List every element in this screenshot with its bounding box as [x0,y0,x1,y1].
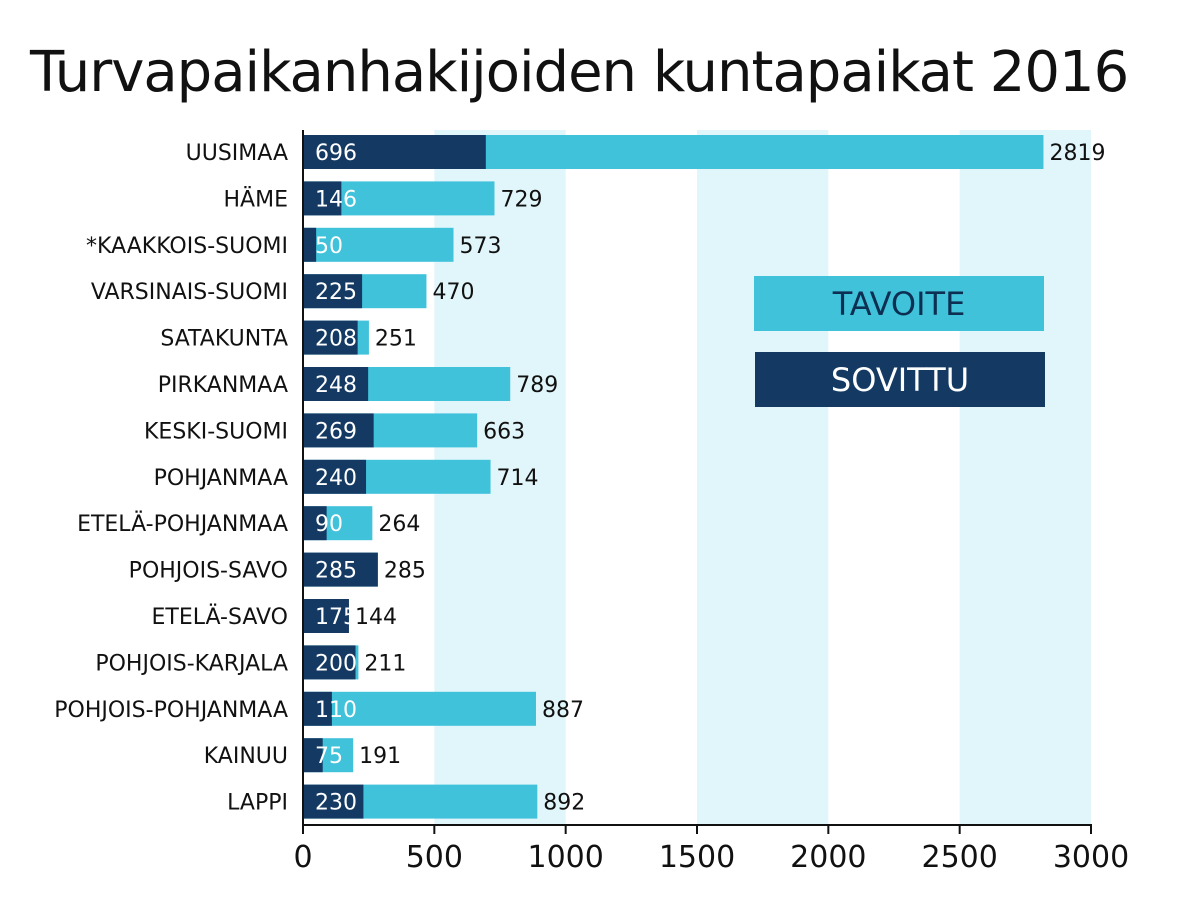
bar-tavoite-12 [303,691,536,726]
category-label: UUSIMAA [186,141,288,166]
value-sovittu-label: 285 [315,559,357,584]
value-tavoite-label: 211 [364,651,406,676]
value-sovittu-label: 200 [315,651,357,676]
category-label: SATAKUNTA [160,327,288,352]
bar-sovittu-12 [303,691,332,726]
value-tavoite-label: 663 [483,419,525,444]
value-sovittu-label: 269 [315,419,357,444]
x-tick-label: 0 [293,840,312,875]
shaded-band-2 [959,130,1091,825]
bar-sovittu-8 [303,506,327,541]
bar-sovittu-2 [303,227,317,262]
category-label: POHJOIS-SAVO [129,559,288,584]
x-tick-label: 1000 [527,840,603,875]
value-tavoite-label: 729 [500,187,542,212]
bar-sovittu-14 [303,784,364,819]
category-label: PIRKANMAA [158,373,288,398]
bar-sovittu-0 [303,135,486,169]
value-sovittu-label: 90 [315,512,343,537]
value-tavoite-label: 2819 [1049,141,1105,166]
value-sovittu-label: 110 [315,698,357,723]
x-tick-label: 500 [406,840,463,875]
bar-tavoite-2 [303,227,454,262]
bar-sovittu-13 [303,738,323,773]
value-sovittu-label: 175 [315,605,357,630]
bar-sovittu-6 [303,413,374,448]
category-label: KAINUU [204,744,288,769]
category-label: POHJOIS-KARJALA [95,651,288,676]
value-tavoite-label: 887 [542,698,584,723]
bars [303,135,1044,819]
value-tavoite-label: 573 [460,234,502,259]
bar-sovittu-1 [303,181,342,216]
bar-sovittu-11 [303,645,356,680]
category-label: POHJANMAA [154,466,288,491]
value-sovittu-label: 248 [315,373,357,398]
value-tavoite-label: 892 [543,791,585,816]
value-tavoite-label: 251 [375,327,417,352]
value-sovittu-label: 50 [315,234,343,259]
category-label: *KAAKKOIS-SUOMI [86,234,288,259]
shaded-bands [434,130,1091,825]
category-label: LAPPI [227,791,288,816]
value-sovittu-label: 696 [315,141,357,166]
chart-title: Turvapaikanhakijoiden kuntapaikat 2016 [30,40,1129,105]
value-sovittu-label: 208 [315,327,357,352]
value-sovittu-label: 240 [315,466,357,491]
bar-sovittu-10 [303,599,349,633]
value-tavoite-label: 789 [516,373,558,398]
labels: UUSIMAA 696 2819 HÄME 146 729 *KAAKKOIS-SUOMI 5… [54,141,1105,816]
x-axis: 0 500 1000 1500 2000 2500 3000 [293,130,1129,875]
category-label: KESKI-SUOMI [144,419,288,444]
bar-sovittu-3 [303,274,363,309]
category-label: VARSINAIS-SUOMI [91,280,288,305]
value-sovittu-label: 230 [315,791,357,816]
legend-tavoite: TAVOITE [754,276,1044,331]
category-label: ETELÄ-POHJANMAA [77,511,288,537]
x-tick-label: 1500 [659,840,735,875]
bar-sovittu-4 [303,320,358,355]
value-sovittu-label: 75 [315,744,343,769]
value-sovittu-label: 225 [315,280,357,305]
value-tavoite-label: 191 [359,744,401,769]
value-sovittu-label: 146 [315,187,357,212]
bar-sovittu-5 [303,367,369,401]
x-tick-label: 3000 [1053,840,1129,875]
legend-sovittu: SOVITTU [755,352,1045,407]
category-label: HÄME [224,186,288,212]
value-tavoite-label: 714 [497,466,539,491]
bar-sovittu-9 [303,552,378,587]
x-tick-label: 2000 [790,840,866,875]
value-tavoite-label: 470 [432,280,474,305]
shaded-band-1 [697,130,829,825]
value-tavoite-label: 285 [384,559,426,584]
category-label: ETELÄ-SAVO [151,604,288,630]
value-tavoite-label: 264 [378,512,420,537]
x-tick-label: 2500 [921,840,997,875]
bar-sovittu-7 [303,459,367,494]
category-label: POHJOIS-POHJANMAA [54,698,288,723]
value-tavoite-label: 144 [355,605,397,630]
